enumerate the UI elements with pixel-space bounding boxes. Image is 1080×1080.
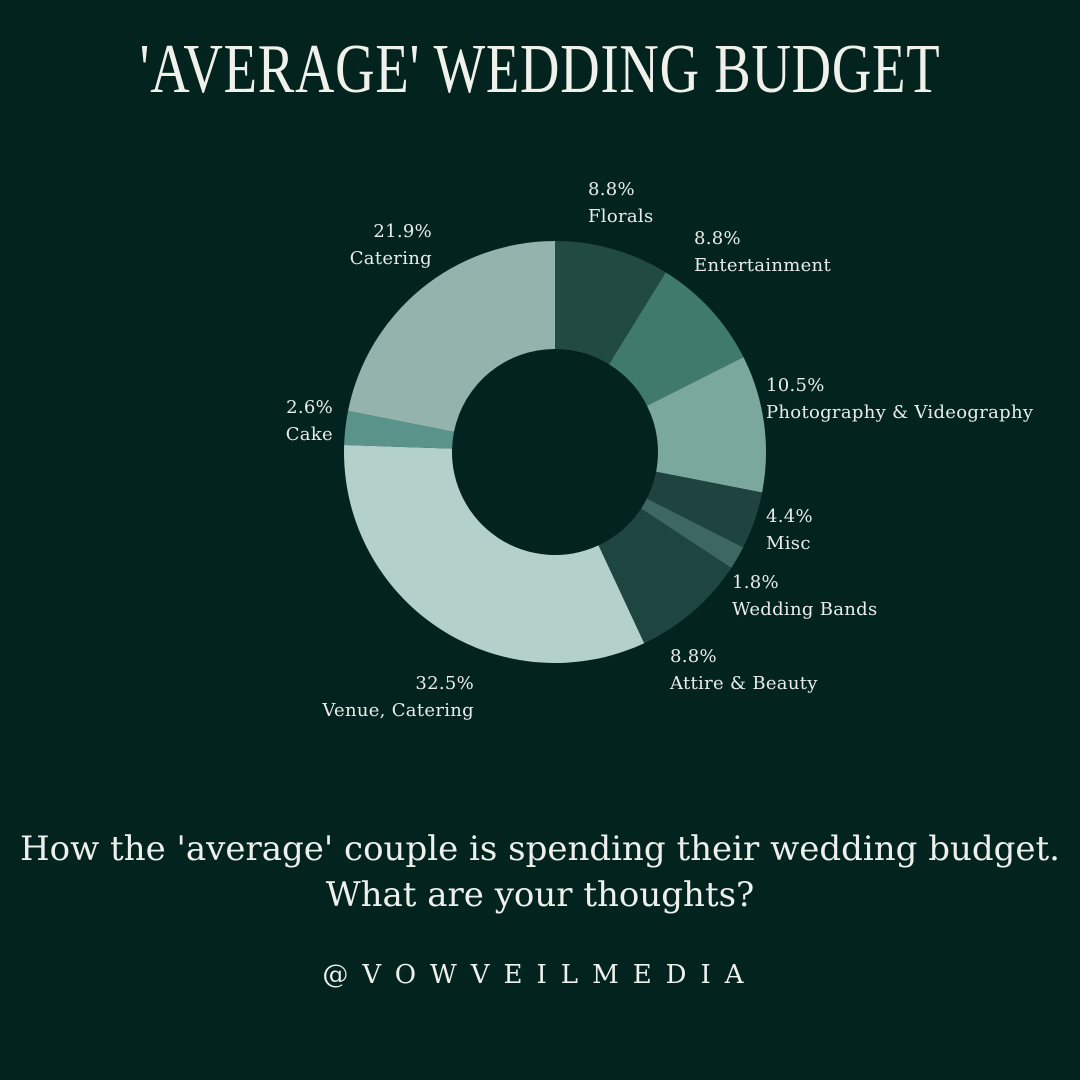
donut-slice-cake <box>344 410 454 449</box>
caption-line-1: How the 'average' couple is spending the… <box>20 829 1060 869</box>
slice-label-catering: 21.9% Catering <box>350 218 432 272</box>
slice-percent: 1.8% <box>732 572 779 593</box>
slice-label-misc: 4.4% Misc <box>766 503 813 557</box>
slice-category: Entertainment <box>694 255 831 276</box>
donut-slice-entertainment <box>609 272 744 406</box>
donut-slice-florals <box>555 241 666 365</box>
slice-percent: 32.5% <box>415 673 474 694</box>
slice-category: Cake <box>285 424 333 445</box>
donut-slice-misc <box>646 471 763 548</box>
slice-percent: 8.8% <box>694 228 741 249</box>
slice-label-photography-videography: 10.5% Photography & Videography <box>766 372 1033 426</box>
slice-percent: 8.8% <box>670 646 717 667</box>
slice-category: Wedding Bands <box>732 599 878 620</box>
slice-category: Misc <box>766 533 811 554</box>
chart-title: 'AVERAGE' WEDDING BUDGET <box>139 31 941 108</box>
slice-label-florals: 8.8% Florals <box>588 176 654 230</box>
slice-category: Photography & Videography <box>766 402 1034 423</box>
donut-slice-attire-beauty <box>598 508 732 644</box>
slice-percent: 21.9% <box>373 221 432 242</box>
slice-category: Catering <box>349 248 432 269</box>
slice-category: Venue, Catering <box>322 700 474 721</box>
slice-category: Florals <box>588 206 654 227</box>
slice-percent: 8.8% <box>588 179 635 200</box>
slice-category: Attire & Beauty <box>670 673 818 694</box>
slice-percent: 10.5% <box>766 375 825 396</box>
slice-label-cake: 2.6% Cake <box>286 394 333 448</box>
donut-slice-photography-videography <box>647 357 766 493</box>
donut-slice-wedding-bands <box>641 498 744 569</box>
slice-label-attire-beauty: 8.8% Attire & Beauty <box>670 643 818 697</box>
social-handle: @VOWVEILMEDIA <box>322 960 758 990</box>
slice-label-entertainment: 8.8% Entertainment <box>694 225 831 279</box>
slice-percent: 4.4% <box>766 506 813 527</box>
donut-slice-catering <box>348 241 555 432</box>
caption-line-2: What are your thoughts? <box>325 875 755 915</box>
slice-percent: 2.6% <box>286 397 333 418</box>
slice-label-wedding-bands: 1.8% Wedding Bands <box>732 569 878 623</box>
slice-label-venue-catering: 32.5% Venue, Catering <box>322 670 474 724</box>
caption: How the 'average' couple is spending the… <box>0 826 1080 918</box>
donut-slice-venue-catering <box>344 445 645 663</box>
